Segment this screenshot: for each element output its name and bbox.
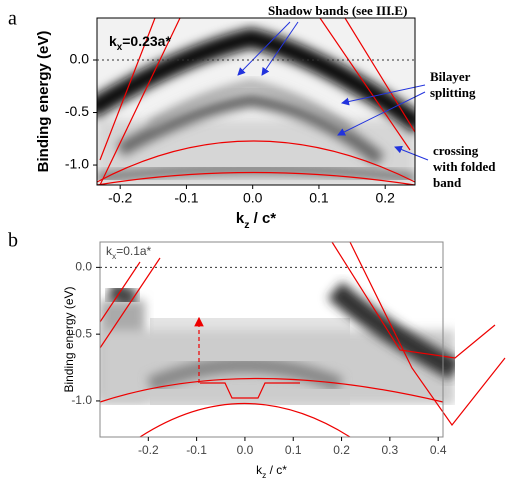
inset-label: kx=0.1a* — [106, 244, 152, 261]
x-tick-label: -0.2 — [138, 443, 159, 457]
fit-curves — [99, 241, 506, 438]
x-tick-label: 0.4 — [430, 443, 447, 457]
label-part: =0.1a* — [116, 244, 151, 258]
y-tick-label: 0.0 — [70, 51, 90, 67]
annotation: crossing — [433, 143, 479, 158]
label-part: x — [112, 251, 117, 261]
panel: -0.2 -0.1 0.0 0.1 0.2 0.3 0.40.0-0.5-1.0kz / c… — [8, 230, 447, 481]
intensity-map — [97, 18, 415, 185]
x-tick-label: -0.1 — [186, 443, 207, 457]
annotation: splitting — [430, 85, 476, 100]
inset-label: kx=0.23a* — [109, 33, 171, 53]
label-part: z — [262, 470, 266, 480]
panel-label: b — [8, 230, 18, 252]
x-tick-label: 0.2 — [375, 190, 395, 206]
y-axis-label: Binding energy (eV) — [62, 286, 76, 392]
label-part: x — [117, 42, 123, 53]
x-axis-label: kz / c* — [256, 463, 287, 480]
plot-frame — [99, 241, 444, 438]
y-tick-label: -0.5 — [65, 103, 89, 119]
x-tick-label: 0.1 — [309, 190, 329, 206]
x-tick-label: 0.1 — [285, 443, 302, 457]
annotation: with folded — [433, 159, 496, 174]
y-tick-label: -1.0 — [65, 156, 89, 172]
label-part: / c* — [249, 210, 276, 227]
y-tick-label: -0.5 — [71, 326, 92, 340]
label-part: k — [109, 33, 117, 49]
plot-frame — [96, 17, 416, 186]
x-tick-label: 0.0 — [237, 443, 254, 457]
annotation-arrows — [237, 21, 429, 161]
x-tick-label: -0.2 — [108, 190, 132, 206]
x-tick-label: 0.2 — [333, 443, 350, 457]
label-part: k — [106, 244, 113, 258]
x-tick-label: 0.3 — [382, 443, 399, 457]
annotations: Shadow bands (see III.E) Bilayer splitti… — [268, 3, 496, 190]
y-axis-label: Binding energy (eV) — [35, 31, 52, 173]
y-tick-label: -1.0 — [71, 393, 92, 407]
y-tick-label: 0.0 — [75, 260, 92, 274]
label-part: k — [256, 463, 263, 477]
label-part: / c* — [266, 463, 287, 477]
label-part: z — [244, 219, 249, 231]
annotation: Shadow bands (see III.E) — [268, 3, 407, 18]
intensity-map — [100, 242, 455, 405]
panel-label: a — [8, 8, 17, 30]
label-part: k — [236, 210, 245, 227]
panel: -0.2 -0.1 0.0 0.1 0.20.0-0.5-1.0kz / c*Bindi… — [8, 8, 416, 231]
annotation: band — [433, 175, 462, 190]
label-part: =0.23a* — [122, 33, 171, 49]
x-tick-label: 0.0 — [243, 190, 263, 206]
x-axis-label: kz / c* — [236, 210, 276, 231]
annotation: Bilayer — [430, 69, 471, 84]
x-tick-label: -0.1 — [174, 190, 198, 206]
